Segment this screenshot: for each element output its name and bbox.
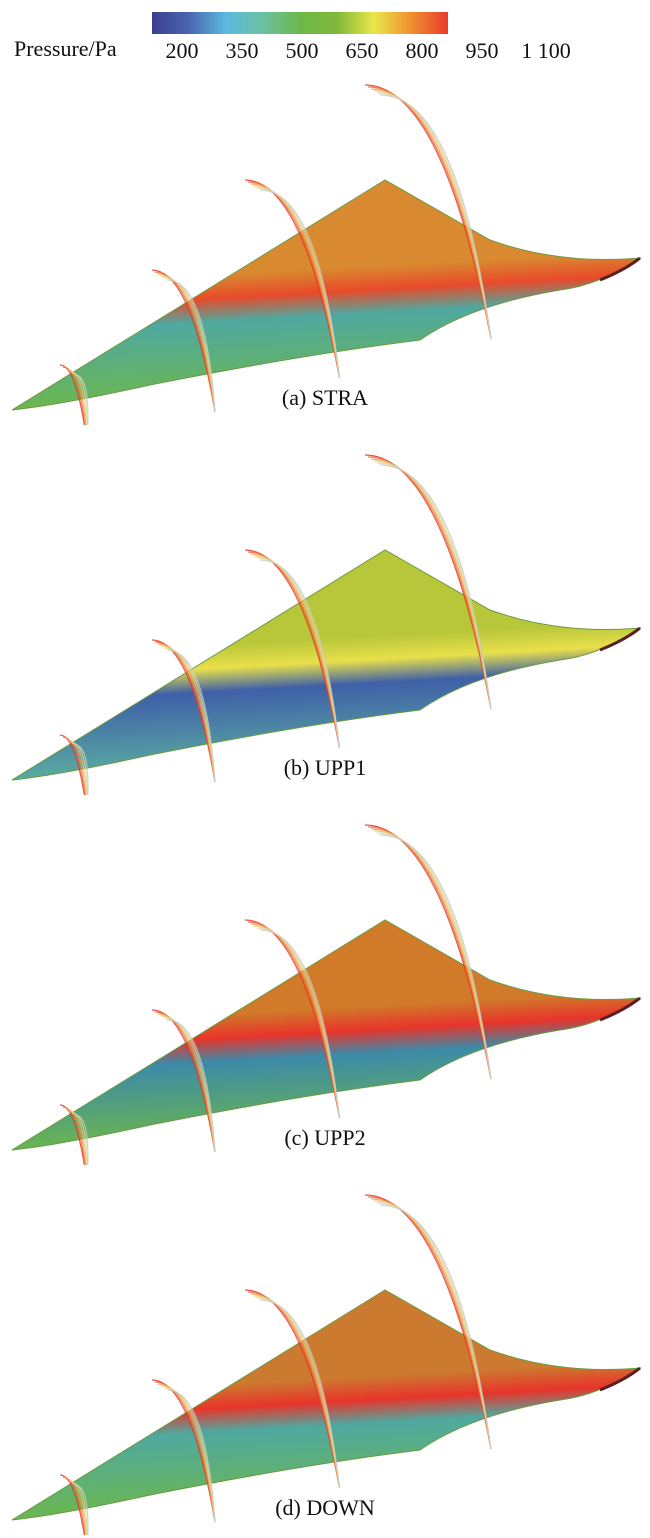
shock-contour	[160, 645, 216, 783]
panel-2: (c) UPP2	[0, 795, 650, 1165]
shock-contour	[71, 372, 88, 425]
shock-contour	[154, 1011, 216, 1153]
shock-contour	[62, 366, 86, 425]
wingtip	[599, 996, 641, 1022]
colorbar-tick: 1 100	[521, 38, 571, 63]
colorbar-tick: 650	[345, 38, 379, 63]
shock-contour	[65, 1478, 87, 1535]
shock-contour	[256, 1297, 341, 1489]
wing-pressure-render	[11, 454, 642, 795]
shock-contour	[71, 1112, 88, 1165]
wing-pressure-render	[11, 1194, 642, 1535]
shock-contour	[253, 925, 341, 1119]
shock-contour	[253, 1295, 341, 1489]
shock-contour	[259, 1299, 341, 1489]
wing-pressure-render	[11, 824, 642, 1165]
shock-contour	[247, 551, 341, 749]
colorbar-tick: 950	[465, 38, 499, 63]
shock-contour	[256, 557, 341, 749]
panel-caption: (c) UPP2	[284, 1125, 366, 1150]
shock-contour	[154, 641, 216, 783]
shock-contour	[68, 1110, 87, 1165]
shock-contour	[151, 639, 216, 783]
shock-contour	[154, 1381, 216, 1523]
shock-contour	[160, 1015, 216, 1153]
shock-contour	[59, 734, 85, 795]
shock-contour	[163, 1387, 216, 1523]
shock-contour	[65, 1108, 87, 1165]
shock-contour	[68, 740, 87, 795]
shock-contour	[74, 1114, 89, 1165]
wing-pressure-render	[11, 84, 642, 425]
shock-contour	[68, 1480, 87, 1535]
colorbar-tick: 350	[225, 38, 259, 63]
shock-contour	[151, 1379, 216, 1523]
shock-contour	[250, 1293, 341, 1489]
shock-contour	[74, 1484, 89, 1535]
shock-contour	[163, 647, 216, 783]
shock-contour	[160, 1385, 216, 1523]
shock-contour	[151, 269, 216, 413]
shock-contour	[62, 1106, 86, 1165]
shock-contour	[253, 555, 341, 749]
panel-caption: (a) STRA	[281, 385, 369, 410]
shock-contour	[65, 368, 87, 425]
shock-contour	[247, 1291, 341, 1489]
shock-contour	[151, 1009, 216, 1153]
shock-contour	[157, 273, 216, 413]
shock-contour	[250, 553, 341, 749]
shock-contour	[59, 1104, 85, 1165]
shock-contour	[250, 183, 341, 379]
shock-contour	[154, 271, 216, 413]
shock-contour	[65, 738, 87, 795]
shock-contour	[68, 370, 87, 425]
shock-contour	[71, 742, 88, 795]
shock-contour	[166, 279, 216, 413]
shock-contour	[157, 1383, 216, 1523]
wingtip	[599, 256, 641, 282]
shock-contour	[163, 1017, 216, 1153]
panel-caption: (b) UPP1	[283, 755, 367, 780]
shock-contour	[259, 559, 341, 749]
shock-contour	[379, 464, 492, 710]
shock-contour	[157, 643, 216, 783]
shock-contour	[379, 834, 492, 1080]
shock-contour	[259, 189, 341, 379]
shock-contour	[166, 649, 216, 783]
panel-caption: (d) DOWN	[275, 1495, 375, 1520]
shock-contour	[250, 923, 341, 1119]
panel-1: (b) UPP1	[0, 425, 650, 795]
shock-contour	[166, 1019, 216, 1153]
shock-contour	[379, 94, 492, 340]
pressure-colorbar	[152, 12, 448, 34]
colorbar-title: Pressure/Pa	[14, 36, 117, 61]
shock-contour	[160, 275, 216, 413]
shock-contour	[256, 927, 341, 1119]
shock-contour	[166, 1389, 216, 1523]
shock-contour	[247, 181, 341, 379]
colorbar-tick: 800	[405, 38, 439, 63]
colorbar-tick: 500	[285, 38, 319, 63]
shock-contour	[62, 1476, 86, 1535]
shock-contour	[247, 921, 341, 1119]
shock-contour	[259, 929, 341, 1119]
colorbar-tick: 200	[165, 38, 199, 63]
panel-0: (a) STRA	[0, 55, 650, 425]
wingtip	[599, 626, 641, 652]
shock-contour	[62, 736, 86, 795]
shock-contour	[379, 1204, 492, 1450]
shock-contour	[74, 744, 89, 795]
shock-contour	[253, 185, 341, 379]
shock-contour	[74, 374, 89, 425]
shock-contour	[157, 1013, 216, 1153]
shock-contour	[71, 1482, 88, 1535]
shock-contour	[59, 1474, 85, 1535]
wingtip	[599, 1366, 641, 1392]
shock-contour	[163, 277, 216, 413]
shock-contour	[256, 187, 341, 379]
shock-contour	[59, 364, 85, 425]
panel-3: (d) DOWN	[0, 1165, 650, 1535]
